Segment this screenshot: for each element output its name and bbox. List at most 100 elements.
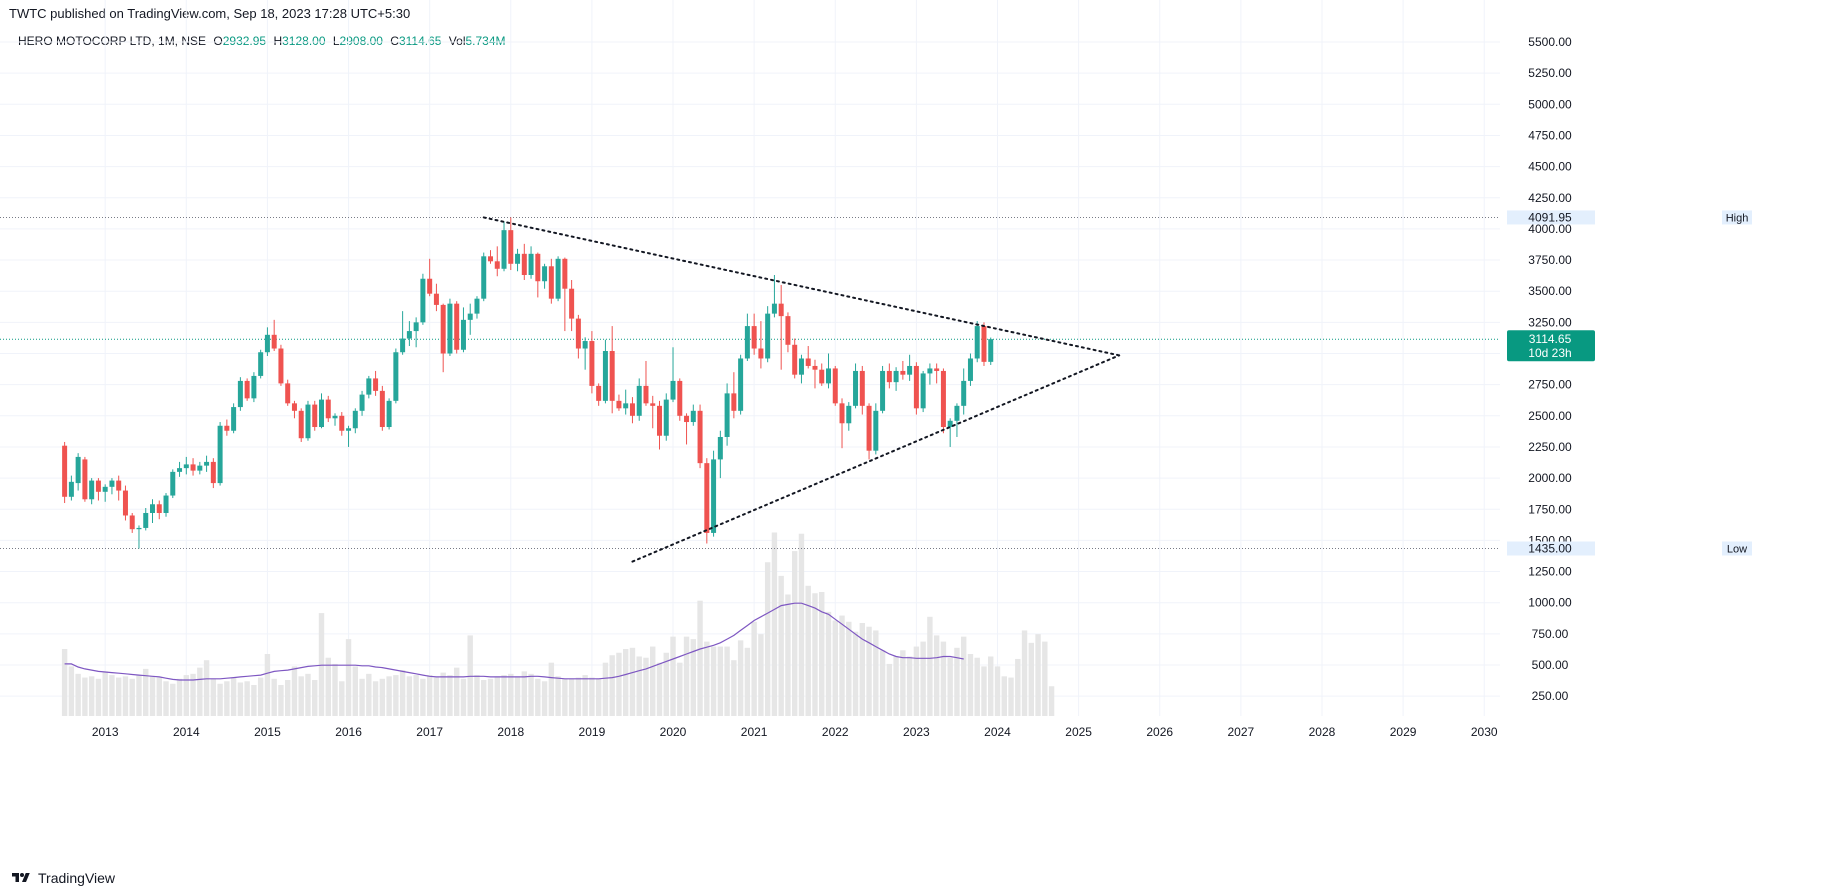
year-tick-label: 2018 xyxy=(497,725,524,739)
volume-bars xyxy=(61,532,1055,716)
open-value: 2932.95 xyxy=(222,34,267,48)
candle xyxy=(332,413,338,426)
candle xyxy=(704,458,710,544)
volume-bar xyxy=(866,626,872,716)
year-tick-label: 2028 xyxy=(1309,725,1336,739)
candle-body xyxy=(237,380,243,408)
volume-bar xyxy=(298,676,304,716)
candle-body xyxy=(650,403,656,406)
candle xyxy=(413,317,419,348)
volume-bar xyxy=(210,678,217,716)
candle xyxy=(312,400,318,431)
candle-body xyxy=(136,527,142,530)
volume-value: 5.734M xyxy=(465,34,506,48)
candle xyxy=(819,363,825,386)
candle xyxy=(129,512,135,533)
candle xyxy=(961,368,967,415)
symbol-name[interactable]: HERO MOTOCORP LTD, 1M, NSE xyxy=(18,34,207,48)
volume-bar xyxy=(508,673,514,716)
year-tick-label: 2029 xyxy=(1390,725,1417,739)
volume-bar xyxy=(589,677,595,716)
candle-body xyxy=(156,504,162,513)
candle-body xyxy=(298,410,304,439)
low-value: 2908.00 xyxy=(339,34,383,48)
volume-bar xyxy=(906,656,913,716)
volume-bar xyxy=(879,650,886,716)
candle xyxy=(846,402,852,431)
volume-bar xyxy=(555,676,561,716)
volume-bar xyxy=(406,676,413,716)
candle-body xyxy=(609,351,615,401)
candle-body xyxy=(163,495,169,513)
volume-bar xyxy=(230,677,237,716)
candle-body xyxy=(778,303,784,317)
candle-body xyxy=(907,365,913,375)
volume-bar xyxy=(426,675,433,716)
candle-body xyxy=(548,266,554,299)
candle xyxy=(494,246,500,277)
candle xyxy=(156,500,162,520)
candle-body xyxy=(758,348,764,359)
volume-bar xyxy=(954,647,960,716)
volume-bar xyxy=(514,676,521,716)
candle xyxy=(102,484,108,502)
marker-label-bg xyxy=(1722,210,1752,225)
volume-bar xyxy=(568,678,575,716)
price-tick-label: 1000.00 xyxy=(1528,596,1572,610)
high-label: H xyxy=(273,34,283,48)
candle xyxy=(447,298,453,356)
candle xyxy=(711,450,717,537)
volume-bar xyxy=(312,680,318,716)
volume-bar xyxy=(744,647,751,716)
candle-body xyxy=(724,393,730,437)
candle xyxy=(751,313,757,355)
candle-body xyxy=(900,370,906,375)
candle-body xyxy=(629,403,635,416)
candle xyxy=(150,499,155,523)
candle xyxy=(521,243,527,280)
candle xyxy=(190,458,196,476)
year-tick-label: 2024 xyxy=(984,725,1011,739)
candle xyxy=(258,349,264,379)
volume-bar xyxy=(967,654,974,716)
candle xyxy=(528,246,534,279)
year-tick-label: 2025 xyxy=(1065,725,1092,739)
candle xyxy=(650,395,656,429)
candle xyxy=(488,250,493,264)
volume-bar xyxy=(366,673,372,716)
volume-bar xyxy=(1021,630,1028,716)
candle-body xyxy=(832,368,838,404)
candle-body xyxy=(494,261,500,269)
candle xyxy=(785,312,791,353)
candle xyxy=(880,365,886,414)
candle xyxy=(758,321,764,369)
candle xyxy=(974,321,980,363)
price-tick-label: 1250.00 xyxy=(1528,565,1572,579)
price-tick-label: 3500.00 xyxy=(1528,284,1572,298)
candle xyxy=(210,458,216,489)
candle-body xyxy=(122,490,128,516)
candle-body xyxy=(602,351,608,401)
candle xyxy=(805,346,811,369)
volume-bar xyxy=(541,681,548,716)
candle xyxy=(163,493,169,517)
volume-bar xyxy=(751,621,757,716)
last-price-tag xyxy=(1507,330,1595,362)
candle xyxy=(224,419,230,436)
price-tick-label: 2500.00 xyxy=(1528,409,1572,423)
candle xyxy=(352,408,358,434)
candle xyxy=(285,379,291,406)
tradingview-brand[interactable]: TradingView xyxy=(10,870,115,886)
price-tick-label: 5000.00 xyxy=(1528,97,1572,111)
candle-body xyxy=(373,378,379,391)
candle xyxy=(643,360,649,406)
volume-bar xyxy=(677,662,683,716)
candle-body xyxy=(677,380,683,416)
volume-bar xyxy=(724,646,730,716)
low-label: L xyxy=(332,34,340,48)
volume-bar xyxy=(805,585,811,716)
candle-body xyxy=(866,405,872,451)
volume-bar xyxy=(379,678,386,716)
candle xyxy=(765,306,771,363)
